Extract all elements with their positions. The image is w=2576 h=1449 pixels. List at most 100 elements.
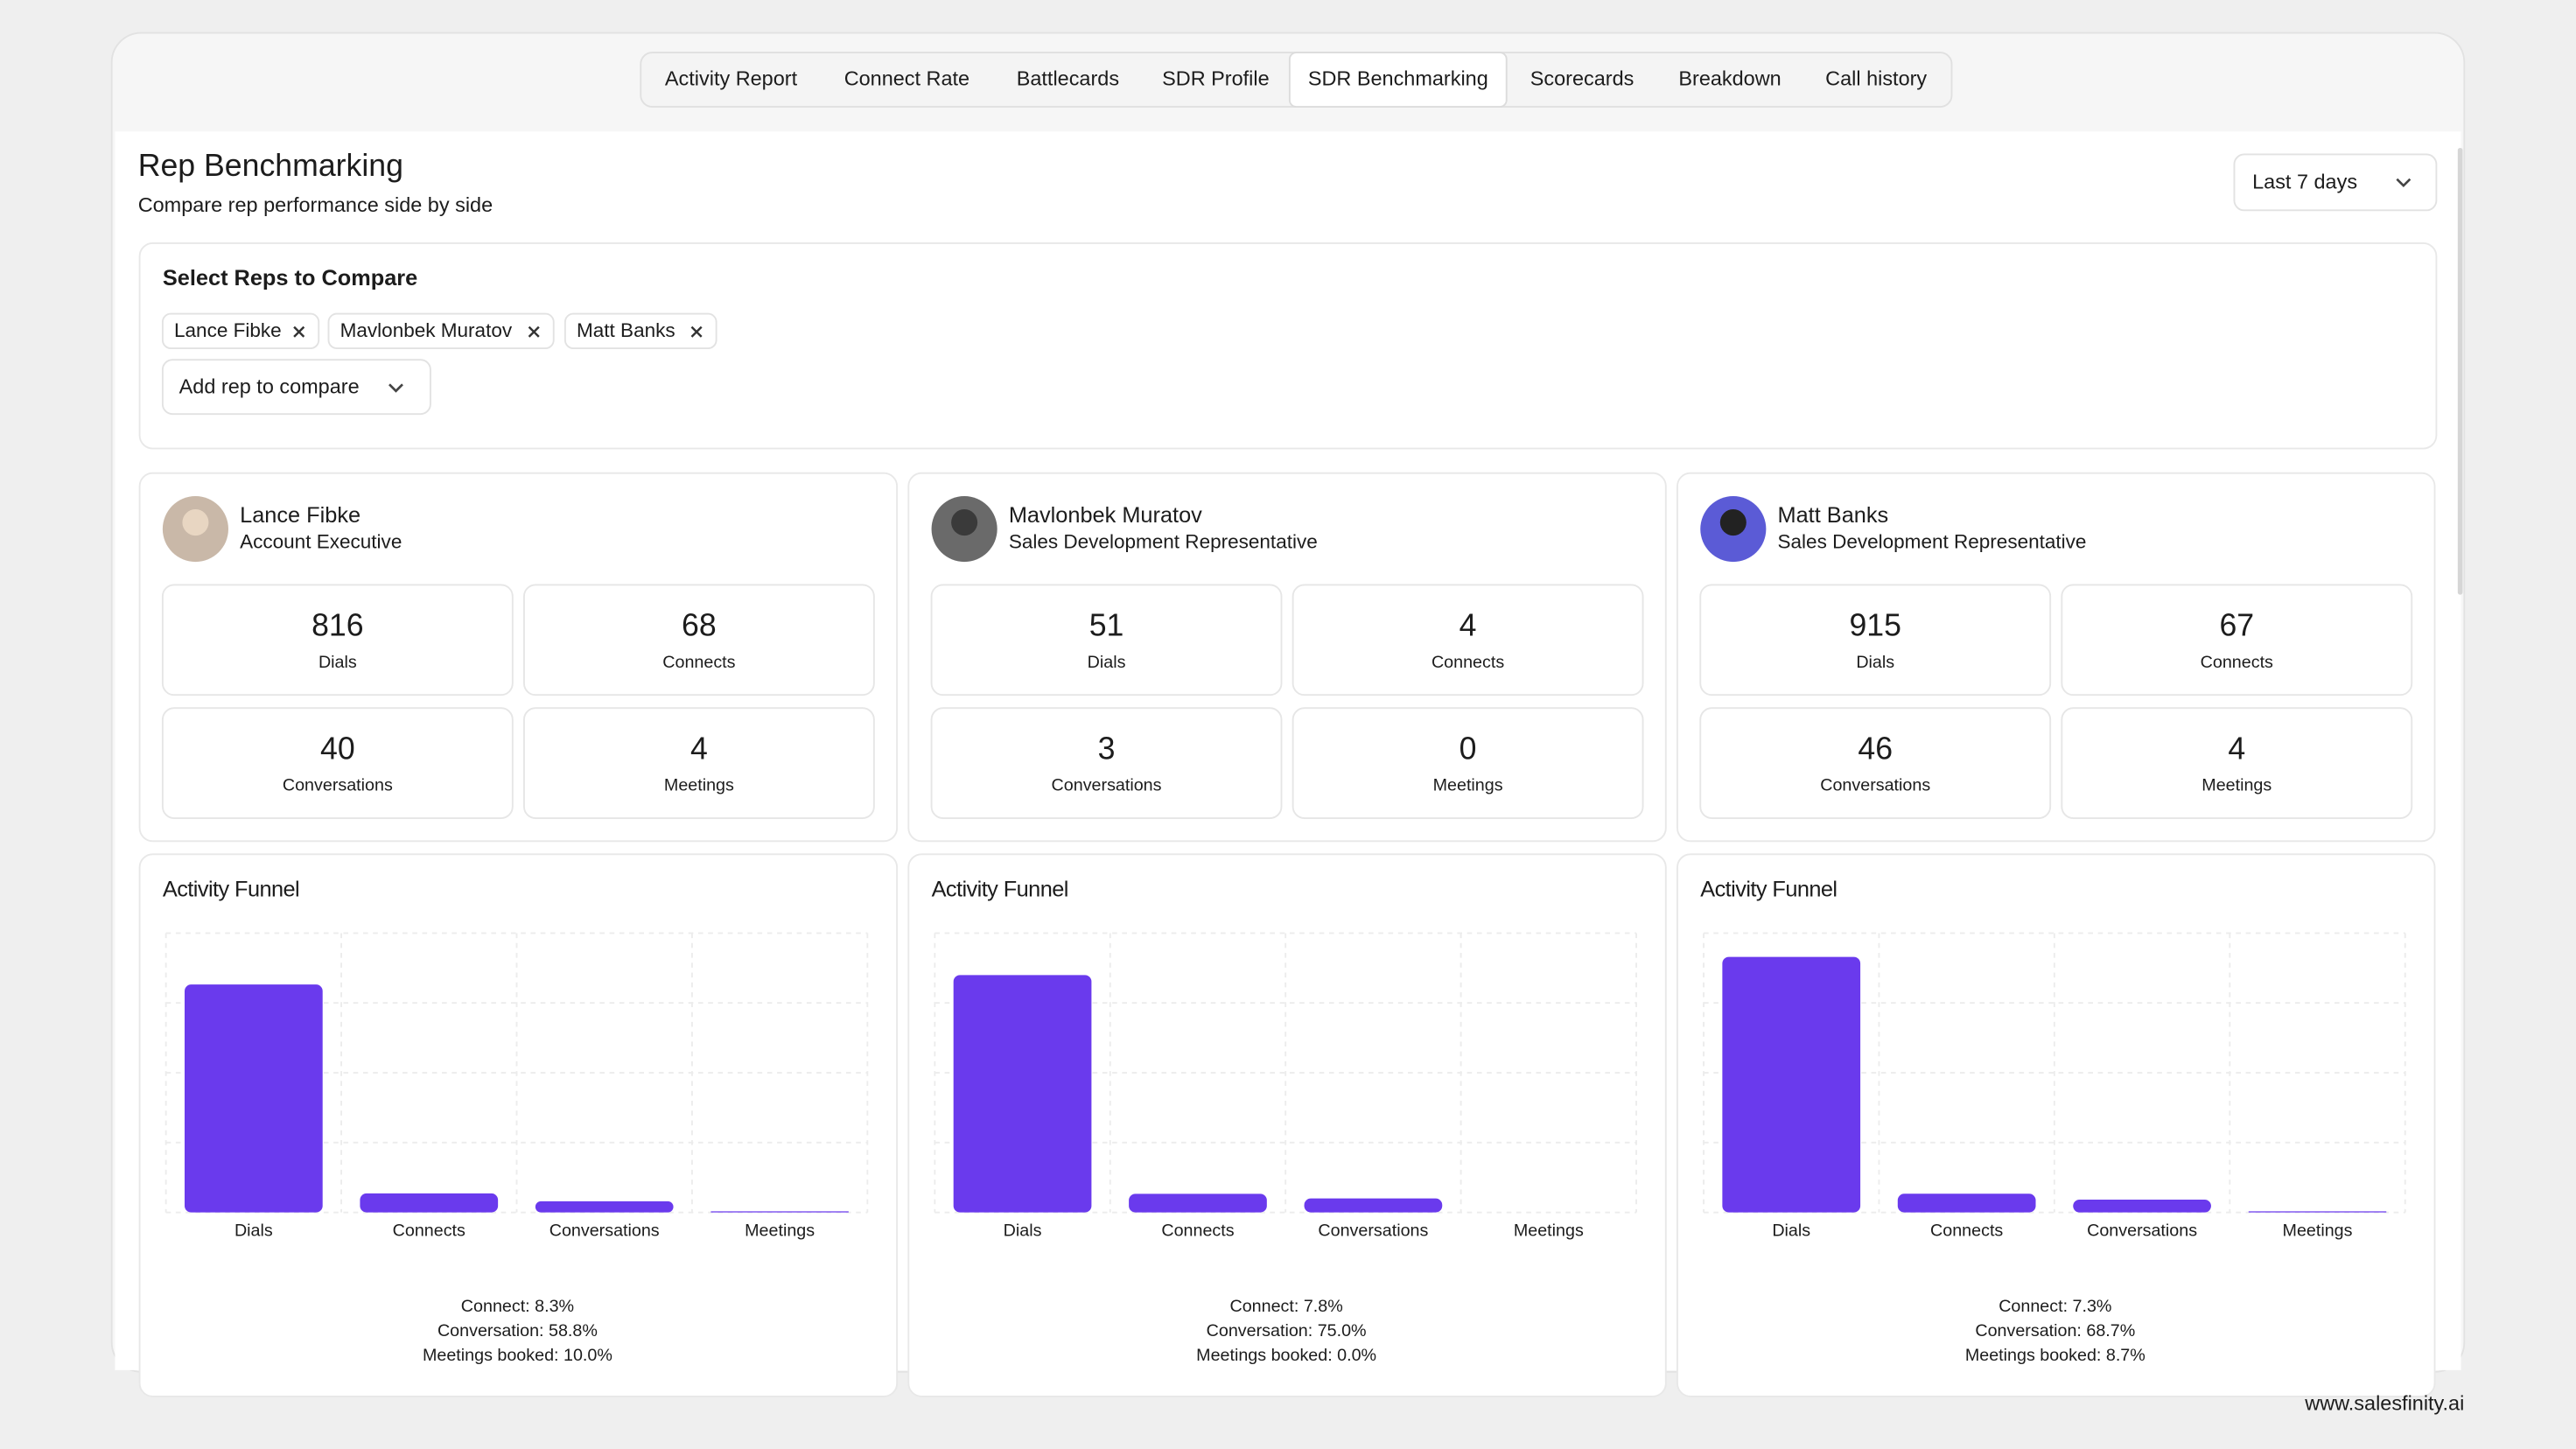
rep-chip [161,312,320,349]
funnel-bar [184,984,323,1213]
stat-box [930,707,1283,819]
stat-value: 0 [1460,731,1477,766]
watermark: www.salesfinity.ai [2304,1392,2464,1415]
stat-label: Connects [1432,653,1504,672]
funnel-bar [2073,1199,2211,1213]
remove-chip[interactable] [293,326,305,338]
selector-panel [138,242,2438,450]
stat-box [161,584,514,696]
funnel-title: Activity Funnel [1700,877,1837,901]
tab[interactable]: Connect Rate [844,66,970,89]
stat-label: Meetings [1433,776,1503,795]
stat-label: Dials [1088,653,1126,672]
funnel-rate: Conversation: 75.0% [1207,1321,1367,1340]
stat-value: 68 [682,608,717,643]
funnel-category: Conversations [1318,1221,1428,1240]
stat-value: 51 [1089,608,1124,643]
funnel-title: Activity Funnel [163,877,299,901]
tab[interactable]: Battlecards [1017,66,1119,89]
funnel-category: Conversations [2087,1221,2197,1240]
page-subtitle: Compare rep performance side by side [138,193,493,216]
stat-value: 3 [1098,731,1116,766]
funnel-category: Connects [1161,1221,1234,1240]
stat-box [161,707,514,819]
funnel-bar [1897,1194,2036,1213]
date-filter[interactable] [2233,153,2438,212]
stat-value: 816 [312,608,364,643]
stat-label: Conversations [1820,776,1930,795]
avatar-face [951,509,978,536]
funnel-category: Dials [1772,1221,1810,1240]
funnel-rate: Connect: 7.3% [1998,1297,2111,1316]
stat-box [523,707,875,819]
tab[interactable]: SDR Profile [1162,66,1270,89]
stat-label: Dials [1856,653,1894,672]
funnel-rate: Meetings booked: 10.0% [423,1346,612,1365]
rep-chip-label: Lance Fibke [174,319,282,341]
funnel-card [1676,853,2436,1397]
tab[interactable]: SDR Benchmarking [1308,66,1488,89]
tab[interactable]: Scorecards [1530,66,1634,89]
stat-label: Meetings [664,776,734,795]
active-tab[interactable] [1288,52,1508,108]
stat-box [930,584,1283,696]
add-rep-button[interactable] [161,359,431,416]
stat-label: Conversations [1052,776,1162,795]
funnel-category: Connects [393,1221,466,1240]
tab[interactable]: Breakdown [1678,66,1781,89]
rep-chip-label: Matt Banks [577,319,676,341]
rep-chip [564,312,718,349]
selector-title: Select Reps to Compare [163,266,417,290]
funnel-rate: Connect: 8.3% [461,1297,574,1316]
stat-label: Meetings [2202,776,2272,795]
stat-value: 4 [2228,731,2245,766]
funnel-rate: Meetings booked: 8.7% [1965,1346,2146,1365]
funnel-category: Meetings [745,1221,815,1240]
funnel-bar [1304,1198,1443,1213]
rep-chip [327,312,555,349]
avatar-face [182,509,209,536]
funnel-category: Conversations [550,1221,660,1240]
remove-chip[interactable] [690,326,703,338]
funnel-bar [2248,1211,2387,1213]
rep-role: Sales Development Representative [1009,530,1318,552]
tab[interactable]: Call history [1825,66,1927,89]
rep-chip-label: Mavlonbek Muratov [340,319,513,341]
funnel-rate: Conversation: 58.8% [438,1321,598,1340]
stat-label: Dials [318,653,357,672]
chevron-icon [388,383,403,393]
stat-value: 46 [1858,731,1893,766]
date-filter-label[interactable]: Last 7 days [2252,171,2357,193]
funnel-bar [953,975,1092,1213]
funnel-rate: Conversation: 68.7% [1975,1321,2135,1340]
stat-label: Conversations [283,776,393,795]
rep-role: Account Executive [240,530,402,552]
funnel-card [907,853,1667,1397]
funnel-category: Dials [234,1221,273,1240]
page-title: Rep Benchmarking [138,148,403,183]
scrollbar [2457,147,2463,595]
funnel-bar [710,1211,849,1213]
funnel-category: Meetings [1514,1221,1584,1240]
stat-box [2061,584,2413,696]
stat-label: Connects [2201,653,2273,672]
rep-name: Mavlonbek Muratov [1009,503,1202,528]
funnel-card [138,853,899,1397]
funnel-bar [1722,956,1861,1213]
rep-role: Sales Development Representative [1778,530,2087,552]
remove-chip[interactable] [528,326,540,338]
funnel-category: Dials [1004,1221,1042,1240]
stat-box [1292,584,1644,696]
funnel-rate: Connect: 7.8% [1229,1297,1342,1316]
stat-box [2061,707,2413,819]
tab[interactable]: Activity Report [665,66,798,89]
stat-value: 67 [2219,608,2254,643]
funnel-category: Meetings [2283,1221,2353,1240]
funnel-bar [1129,1194,1267,1213]
rep-name: Lance Fibke [240,503,360,528]
stat-value: 4 [690,731,708,766]
add-rep-label[interactable]: Add rep to compare [179,374,360,397]
stat-value: 915 [1849,608,1900,643]
